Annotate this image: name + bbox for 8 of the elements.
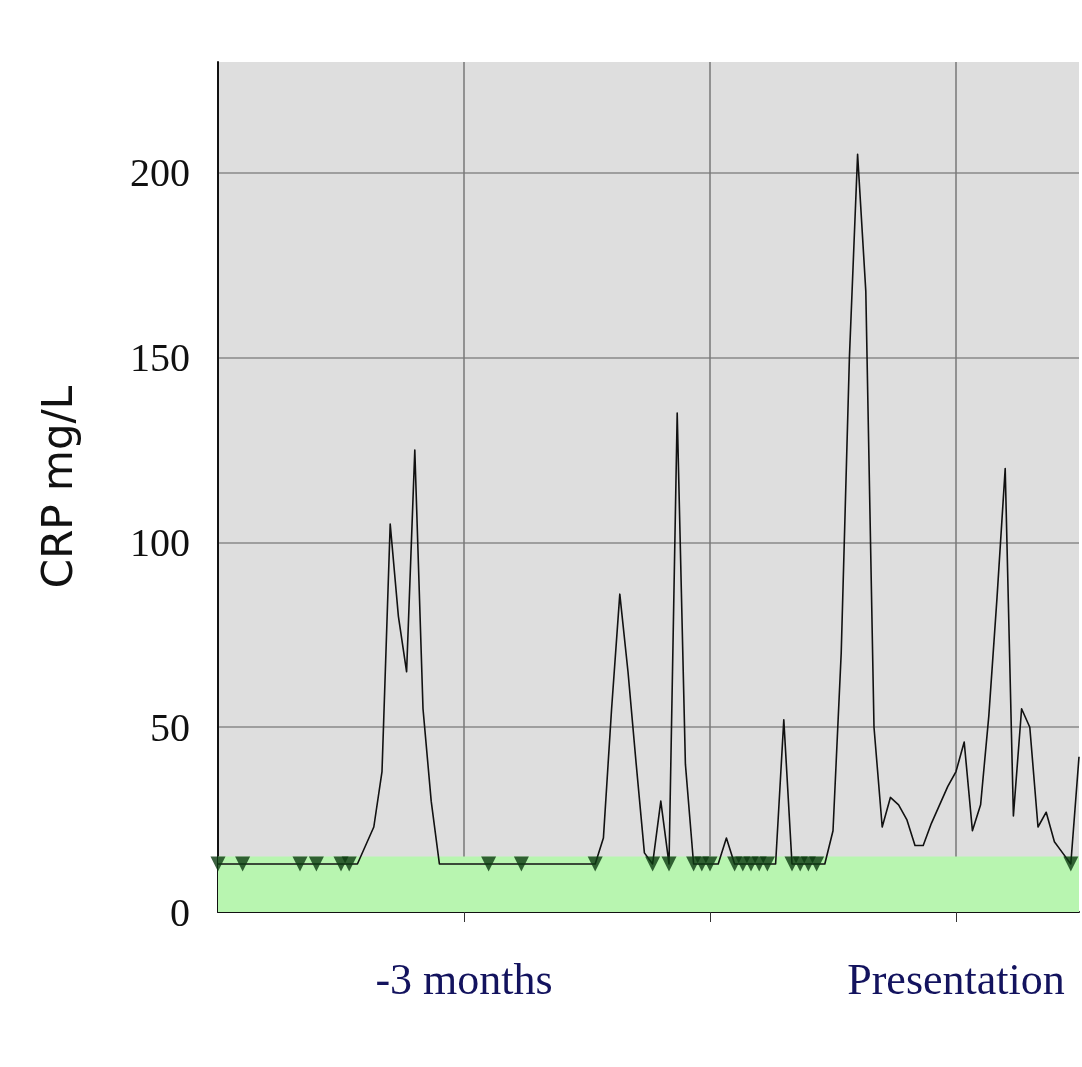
x-tick-label: Presentation [847, 954, 1065, 1004]
x-tick-label: -3 months [375, 954, 553, 1004]
y-axis-title: CRP mg/L [32, 385, 82, 589]
y-tick-label: 100 [130, 519, 190, 565]
y-tick-label: 0 [170, 889, 190, 935]
y-tick-label: 50 [150, 704, 190, 750]
y-tick-label: 150 [130, 335, 190, 381]
y-tick-label: 200 [130, 150, 190, 196]
